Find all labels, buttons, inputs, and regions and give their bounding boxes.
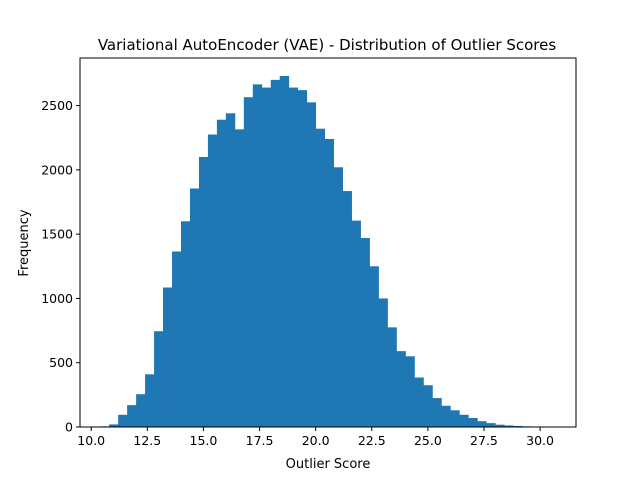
histogram-bar: [297, 90, 308, 428]
histogram-bar: [468, 418, 478, 427]
histogram-bar: [369, 266, 379, 427]
histogram-bar: [243, 97, 254, 427]
histogram-bar: [432, 398, 442, 427]
histogram-bar: [154, 331, 164, 427]
histogram-bar: [288, 87, 299, 428]
histogram-bar: [378, 298, 388, 427]
histogram-bar: [342, 191, 352, 427]
histogram-bar: [396, 351, 406, 427]
histogram-bar: [216, 119, 227, 427]
x-tick-label: 20.0: [302, 433, 330, 448]
histogram-bar: [387, 327, 397, 427]
y-tick-label: 0: [65, 420, 73, 435]
histogram-bar: [333, 167, 343, 428]
x-tick-label: 10.0: [77, 433, 105, 448]
histogram-bar: [270, 79, 281, 427]
histogram-bar: [136, 394, 146, 427]
histogram-bar: [180, 221, 191, 427]
histogram-bar: [172, 251, 182, 427]
x-tick-label: 27.5: [470, 433, 498, 448]
histogram-bar: [189, 188, 200, 427]
histogram-bar: [306, 102, 317, 427]
histogram-bar: [513, 425, 523, 427]
histogram-bar: [207, 134, 218, 427]
histogram-bar: [145, 374, 155, 427]
histogram-bar: [405, 356, 415, 427]
histogram-bar: [252, 84, 263, 427]
x-tick-label: 30.0: [526, 433, 554, 448]
histogram-bar: [315, 128, 326, 427]
histogram-bar: [109, 424, 119, 427]
histogram-bar: [234, 129, 245, 427]
histogram-bar: [495, 424, 505, 427]
histogram-bar: [225, 113, 236, 428]
histogram-bar: [414, 377, 424, 427]
histogram-bar: [450, 410, 460, 427]
histogram-bar: [504, 425, 514, 427]
y-tick-label: 500: [49, 355, 73, 370]
histogram-bar: [261, 87, 272, 428]
x-tick-label: 22.5: [358, 433, 386, 448]
y-tick-label: 1000: [41, 291, 73, 306]
histogram-bar: [127, 405, 137, 427]
y-tick-label: 2500: [41, 98, 73, 113]
x-tick-label: 25.0: [414, 433, 442, 448]
y-tick-label: 1500: [41, 227, 73, 242]
chart-title: Variational AutoEncoder (VAE) - Distribu…: [98, 36, 556, 54]
y-axis-ticks: 0 500 1000 1500 2000 2500: [41, 98, 80, 435]
y-tick-label: 2000: [41, 162, 73, 177]
x-axis-label: Outlier Score: [286, 457, 371, 472]
histogram-bar: [486, 423, 496, 427]
plot-frame: [79, 57, 577, 428]
histogram-bar: [441, 405, 451, 427]
x-tick-label: 12.5: [133, 433, 161, 448]
histogram-bar: [477, 421, 487, 427]
histogram-bar: [324, 139, 335, 427]
x-axis-ticks: 10.0 12.5 15.0 17.5 20.0 22.5 25.0 27.5 30.0: [77, 427, 554, 448]
x-tick-label: 17.5: [246, 433, 274, 448]
histogram-bar: [351, 220, 361, 427]
histogram-bar: [423, 385, 433, 427]
histogram-bar: [163, 287, 173, 427]
histogram-bar: [360, 238, 370, 427]
histogram-bar: [118, 414, 128, 427]
y-axis-label: Frequency: [17, 209, 32, 276]
histogram-bar: [459, 414, 469, 427]
histogram-bar: [279, 76, 290, 427]
bars-group: [100, 76, 559, 428]
x-tick-label: 15.0: [190, 433, 218, 448]
histogram-bar: [198, 157, 209, 427]
